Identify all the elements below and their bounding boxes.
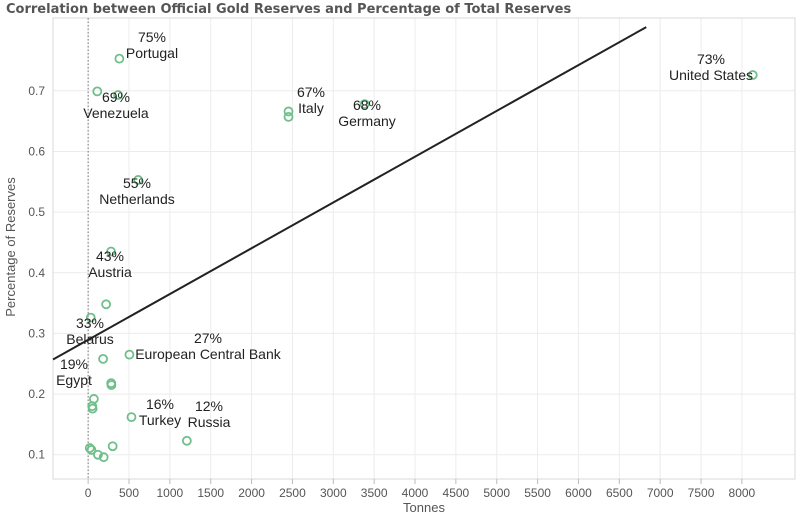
data-point: [87, 403, 98, 414]
annotation-country: Egypt: [56, 372, 92, 388]
data-point: [181, 435, 192, 446]
x-axis-ticks: 0 500 1000 1500 2000 2500 3000 3500 4000 4500 5000…: [85, 479, 756, 500]
annotation-percent: 69%: [102, 89, 130, 105]
x-tick-label: 8000: [729, 486, 756, 500]
annotation-country: Austria: [88, 264, 132, 280]
x-tick-label: 3500: [361, 486, 388, 500]
y-tick-label: 0.2: [28, 387, 45, 401]
data-point: [747, 70, 758, 80]
annotation-percent: 19%: [60, 356, 88, 372]
data-point: [101, 299, 112, 310]
y-tick-label: 0.1: [28, 448, 45, 462]
annotation-country: Venezuela: [83, 105, 149, 121]
data-point: [98, 452, 109, 463]
data-point: [93, 449, 103, 460]
trend-line-layer: [52, 26, 647, 361]
data-point: [107, 441, 118, 452]
annotation-country: Portugal: [126, 45, 178, 61]
annotation-percent: 67%: [297, 84, 325, 100]
annotation-percent: 55%: [123, 175, 151, 191]
x-tick-label: 500: [119, 486, 139, 500]
data-point: [106, 380, 117, 390]
x-tick-label: 7000: [647, 486, 674, 500]
data-point: [85, 312, 96, 323]
data-point: [124, 349, 135, 360]
y-tick-label: 0.7: [28, 84, 45, 98]
data-point: [92, 86, 103, 97]
x-tick-label: 4500: [443, 486, 470, 500]
point-annotations: 73%United States 75%Portugal 69%Venezuela 6…: [56, 29, 753, 430]
annotation-country: European Central Bank: [135, 346, 282, 362]
x-tick-label: 5000: [483, 486, 510, 500]
annotation-percent: 43%: [96, 248, 124, 264]
annotation-percent: 12%: [195, 398, 223, 414]
data-point: [126, 412, 137, 423]
x-tick-label: 2000: [238, 486, 265, 500]
y-tick-label: 0.6: [28, 144, 45, 158]
x-tick-label: 6000: [565, 486, 592, 500]
grid-lines: [53, 18, 795, 479]
y-tick-label: 0.4: [28, 266, 45, 280]
data-points: [84, 53, 758, 463]
data-point: [283, 111, 294, 122]
chart-title: Correlation between Official Gold Reserv…: [6, 2, 572, 17]
annotation-country: Belarus: [66, 331, 113, 347]
annotation-percent: 68%: [353, 97, 381, 113]
x-tick-label: 7500: [688, 486, 715, 500]
annotation-country: Germany: [338, 113, 396, 129]
x-tick-label: 6500: [606, 486, 633, 500]
y-tick-label: 0.3: [28, 326, 45, 340]
annotation-percent: 73%: [697, 51, 725, 67]
data-point: [133, 175, 144, 185]
data-point: [98, 353, 108, 364]
y-axis-ticks: 0.1 0.2 0.3 0.4 0.5 0.6 0.7: [28, 84, 45, 462]
data-point: [359, 99, 370, 110]
x-tick-label: 4000: [402, 486, 429, 500]
data-point: [114, 53, 125, 64]
x-tick-label: 2500: [279, 486, 306, 500]
plot-frame: [52, 17, 796, 480]
data-point: [106, 246, 116, 257]
data-point: [113, 90, 124, 100]
x-axis-label: Tonnes: [403, 500, 445, 515]
annotation-country: Italy: [298, 100, 324, 116]
x-tick-label: 0: [85, 486, 92, 500]
x-tick-label: 5500: [524, 486, 551, 500]
annotation-percent: 16%: [146, 396, 174, 412]
y-axis-label: Percentage of Reserves: [3, 177, 18, 317]
annotation-country: Turkey: [139, 412, 181, 428]
data-point: [84, 443, 95, 453]
x-tick-label: 3000: [320, 486, 347, 500]
annotation-country: Netherlands: [99, 191, 175, 207]
annotation-country: Russia: [188, 414, 231, 430]
trend-line: [52, 26, 647, 361]
data-point: [86, 444, 97, 455]
annotation-percent: 33%: [76, 315, 104, 331]
annotation-percent: 27%: [194, 330, 222, 346]
annotation-country: United States: [669, 67, 753, 83]
y-tick-label: 0.5: [28, 205, 45, 219]
data-point: [283, 106, 294, 117]
x-tick-label: 1500: [197, 486, 224, 500]
x-tick-label: 1000: [157, 486, 184, 500]
annotation-percent: 75%: [138, 29, 166, 45]
